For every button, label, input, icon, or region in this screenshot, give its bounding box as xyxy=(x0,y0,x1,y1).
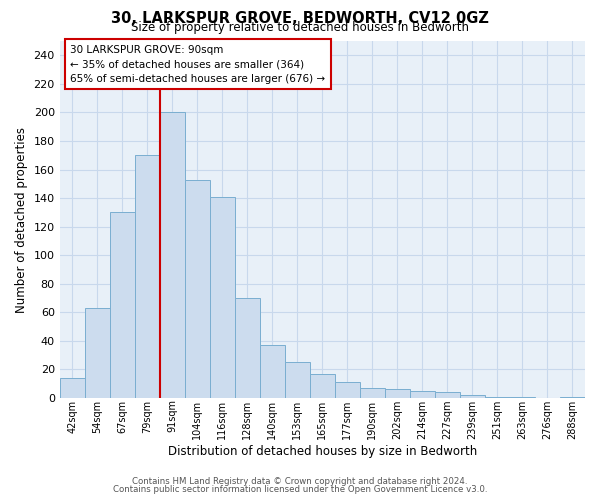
Text: 30 LARKSPUR GROVE: 90sqm
← 35% of detached houses are smaller (364)
65% of semi-: 30 LARKSPUR GROVE: 90sqm ← 35% of detach… xyxy=(70,44,325,84)
Text: Size of property relative to detached houses in Bedworth: Size of property relative to detached ho… xyxy=(131,22,469,35)
Text: Contains HM Land Registry data © Crown copyright and database right 2024.: Contains HM Land Registry data © Crown c… xyxy=(132,478,468,486)
X-axis label: Distribution of detached houses by size in Bedworth: Distribution of detached houses by size … xyxy=(168,444,477,458)
Bar xyxy=(235,298,260,398)
Bar xyxy=(485,396,510,398)
Bar xyxy=(410,391,435,398)
Y-axis label: Number of detached properties: Number of detached properties xyxy=(15,126,28,312)
Bar xyxy=(110,212,135,398)
Bar xyxy=(460,395,485,398)
Bar xyxy=(135,156,160,398)
Bar xyxy=(385,390,410,398)
Bar xyxy=(560,396,585,398)
Text: 30, LARKSPUR GROVE, BEDWORTH, CV12 0GZ: 30, LARKSPUR GROVE, BEDWORTH, CV12 0GZ xyxy=(111,11,489,26)
Bar xyxy=(335,382,360,398)
Bar xyxy=(360,388,385,398)
Text: Contains public sector information licensed under the Open Government Licence v3: Contains public sector information licen… xyxy=(113,485,487,494)
Bar xyxy=(185,180,210,398)
Bar xyxy=(160,112,185,398)
Bar xyxy=(85,308,110,398)
Bar xyxy=(310,374,335,398)
Bar xyxy=(285,362,310,398)
Bar xyxy=(510,396,535,398)
Bar xyxy=(210,196,235,398)
Bar xyxy=(59,378,85,398)
Bar xyxy=(435,392,460,398)
Bar xyxy=(260,345,285,398)
